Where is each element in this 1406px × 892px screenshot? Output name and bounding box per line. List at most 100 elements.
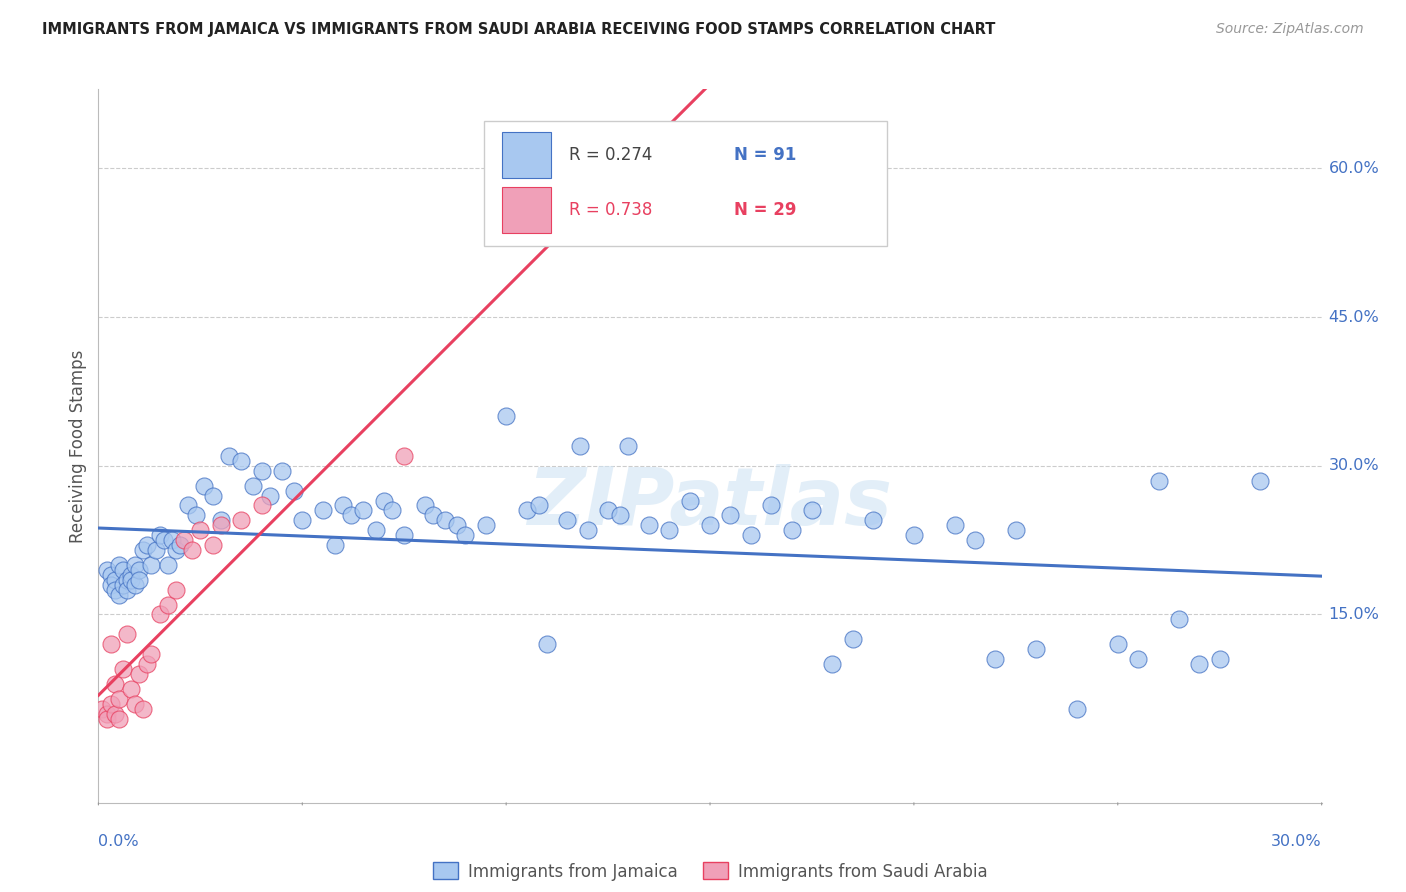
Point <box>965 533 987 548</box>
Point <box>1066 701 1088 715</box>
Point <box>141 558 163 572</box>
Point <box>364 523 387 537</box>
Point <box>124 697 146 711</box>
Point <box>188 523 212 537</box>
Point <box>1107 637 1129 651</box>
Point <box>474 518 498 533</box>
Point <box>173 533 195 548</box>
Point <box>165 582 187 597</box>
Point <box>903 528 925 542</box>
Point <box>1025 642 1047 657</box>
Point <box>555 513 579 527</box>
Point <box>181 543 204 558</box>
Point <box>120 681 142 696</box>
Point <box>128 573 150 587</box>
Point <box>201 538 224 552</box>
Y-axis label: Receiving Food Stamps: Receiving Food Stamps <box>69 350 87 542</box>
Point <box>218 449 240 463</box>
Point <box>536 637 558 651</box>
Point <box>250 464 273 478</box>
Text: N = 29: N = 29 <box>734 202 797 219</box>
Point <box>943 518 966 533</box>
Point <box>193 478 215 492</box>
Point <box>1209 652 1232 666</box>
Point <box>841 632 863 647</box>
Point <box>291 513 314 527</box>
Point <box>149 528 172 542</box>
Point <box>115 573 138 587</box>
Point <box>136 538 159 552</box>
Point <box>108 712 131 726</box>
Point <box>609 508 631 523</box>
Point <box>617 181 640 195</box>
Point <box>209 518 232 533</box>
Point <box>108 588 131 602</box>
Point <box>1128 652 1150 666</box>
Point <box>100 578 122 592</box>
Point <box>96 712 118 726</box>
Point <box>136 657 159 671</box>
Point <box>422 508 444 523</box>
Text: 0.0%: 0.0% <box>98 834 139 849</box>
Point <box>780 523 803 537</box>
Point <box>91 701 114 715</box>
Point <box>259 489 281 503</box>
Point <box>100 567 122 582</box>
Point <box>145 543 167 558</box>
Point <box>115 627 138 641</box>
Point <box>160 533 183 548</box>
Point <box>201 489 224 503</box>
Point <box>231 513 253 527</box>
Point <box>1004 523 1026 537</box>
Point <box>156 558 179 572</box>
Text: N = 91: N = 91 <box>734 146 797 164</box>
Point <box>761 499 783 513</box>
Point <box>96 706 118 721</box>
Point <box>120 567 142 582</box>
Point <box>128 563 150 577</box>
Point <box>454 528 477 542</box>
Point <box>149 607 172 622</box>
Point <box>598 503 620 517</box>
Text: 45.0%: 45.0% <box>1329 310 1379 325</box>
Text: IMMIGRANTS FROM JAMAICA VS IMMIGRANTS FROM SAUDI ARABIA RECEIVING FOOD STAMPS CO: IMMIGRANTS FROM JAMAICA VS IMMIGRANTS FR… <box>42 22 995 37</box>
Point <box>340 508 363 523</box>
FancyBboxPatch shape <box>502 187 551 234</box>
Point <box>250 499 273 513</box>
Point <box>104 677 127 691</box>
Text: 15.0%: 15.0% <box>1329 607 1379 622</box>
Point <box>373 493 395 508</box>
Point <box>637 518 661 533</box>
Point <box>740 528 762 542</box>
Point <box>270 464 294 478</box>
Point <box>186 508 208 523</box>
Text: 30.0%: 30.0% <box>1271 834 1322 849</box>
Point <box>381 503 404 517</box>
Point <box>231 454 253 468</box>
Point <box>862 513 884 527</box>
Point <box>516 503 538 517</box>
Point <box>242 478 264 492</box>
Point <box>111 662 134 676</box>
Text: R = 0.738: R = 0.738 <box>569 202 652 219</box>
Point <box>352 503 374 517</box>
Point <box>132 543 155 558</box>
Point <box>495 409 517 424</box>
Point <box>169 538 191 552</box>
Point <box>177 499 200 513</box>
Point <box>323 538 346 552</box>
Point <box>283 483 305 498</box>
Point <box>527 499 550 513</box>
Point <box>984 652 1007 666</box>
Point <box>111 563 134 577</box>
Point <box>658 523 681 537</box>
Point <box>718 508 742 523</box>
Point <box>568 439 591 453</box>
Point <box>104 573 127 587</box>
Point <box>100 697 122 711</box>
Point <box>115 582 138 597</box>
Point <box>96 563 118 577</box>
Point <box>801 503 824 517</box>
Point <box>413 499 436 513</box>
Point <box>100 637 122 651</box>
